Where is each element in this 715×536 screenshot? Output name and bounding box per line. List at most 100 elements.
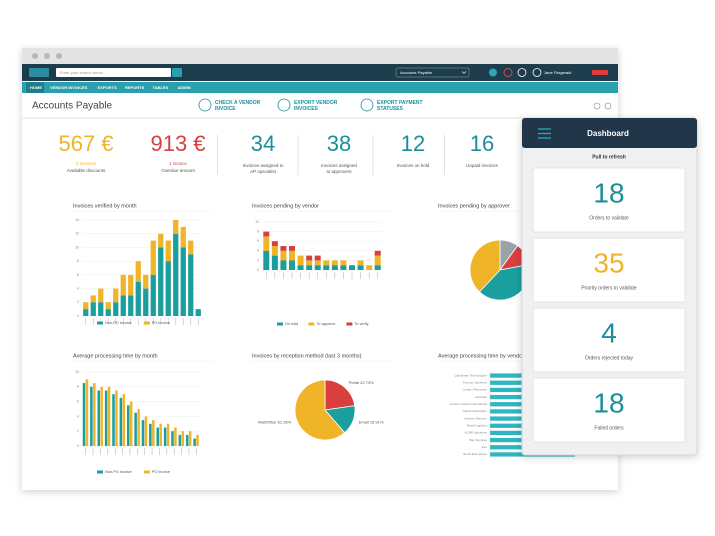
bar-segment: [314, 255, 321, 261]
kpi-label: Invoices on hold: [397, 163, 430, 168]
page-title: Accounts Payable: [32, 101, 112, 112]
y-tick-label: 4: [257, 249, 259, 253]
bar: [107, 386, 111, 446]
chevron: [461, 71, 467, 74]
mobile-card[interactable]: [532, 377, 686, 443]
legend-label: To verify: [354, 322, 368, 326]
bar-segment: [113, 288, 119, 303]
pie-slice: [294, 379, 346, 441]
bar: [178, 434, 182, 446]
action-label[interactable]: CHECK A VENDOR: [215, 100, 261, 106]
bar-segment: [83, 302, 89, 310]
bar-segment: [349, 265, 355, 270]
action-label[interactable]: STATUSES: [377, 106, 404, 112]
y-tick-label: 6: [77, 400, 79, 404]
bar: [141, 420, 145, 446]
bar-segment: [331, 265, 338, 270]
y-tick-label: Lumber Payments: [463, 388, 488, 392]
kpi-sub: 3 invoices: [76, 161, 97, 166]
action-icon[interactable]: [198, 98, 212, 112]
bar-segment: [271, 241, 278, 246]
kpi-label: Unpaid invoices: [466, 163, 499, 168]
chart-title: Invoices verified by month: [73, 203, 137, 209]
settings-icon[interactable]: [604, 102, 612, 110]
bar-segment: [150, 274, 156, 316]
kpi-value: 12: [401, 131, 425, 156]
y-tick-label: 0: [257, 268, 259, 272]
menu-item[interactable]: VENDOR INVOICES: [50, 85, 88, 90]
settings-icon[interactable]: [517, 68, 527, 77]
card-value: 4: [601, 317, 617, 348]
action-icon[interactable]: [277, 98, 291, 112]
y-tick-label: Bay Supplies: [469, 438, 487, 442]
alert-icon[interactable]: [503, 68, 513, 77]
help-icon[interactable]: [489, 68, 497, 77]
y-tick-label: 14: [75, 218, 79, 222]
bar-segment: [263, 231, 270, 237]
mobile-card[interactable]: [532, 167, 686, 233]
menu-item[interactable]: HOME: [30, 85, 42, 90]
y-tick-label: Quickbase Technologies: [455, 373, 488, 377]
bar-segment: [271, 255, 278, 270]
legend-label: PO invoice: [152, 321, 170, 325]
bar-segment: [306, 265, 313, 270]
slice-label: Email 15.91%: [359, 420, 384, 425]
bar: [166, 423, 170, 446]
legend-swatch: [97, 470, 103, 474]
y-tick-label: 2: [257, 258, 259, 262]
kpi-value: 38: [327, 131, 351, 156]
card-value: 35: [593, 247, 624, 278]
chart-title: Invoices pending by approver: [438, 203, 510, 209]
chart-title: Invoices by reception method (last 3 mon…: [252, 353, 362, 359]
module-select[interactable]: [395, 67, 470, 78]
y-tick-label: 0: [77, 314, 79, 318]
user-icon[interactable]: [532, 68, 542, 77]
bar-segment: [306, 260, 313, 266]
menu-item[interactable]: REPORTS: [125, 85, 145, 90]
legend-label: To approve: [316, 322, 335, 326]
bar: [90, 386, 93, 446]
bar: [156, 427, 159, 446]
search-button[interactable]: [172, 68, 182, 77]
action-label[interactable]: INVOICE: [215, 106, 236, 112]
bar-segment: [165, 240, 171, 262]
y-tick-label: Horizon Partners: [464, 416, 487, 420]
menu-item[interactable]: ADMIN: [178, 85, 191, 90]
bar-segment: [158, 233, 164, 248]
bar: [149, 423, 152, 446]
action-label[interactable]: EXPORT VENDOR: [294, 100, 338, 106]
bar: [193, 438, 196, 446]
chart-title: Invoices pending by vendor: [252, 203, 319, 209]
bar: [100, 386, 103, 446]
bar-segment: [128, 295, 134, 316]
y-tick-label: Email Enterprises: [463, 452, 487, 456]
y-tick-label: Custom Labels International: [450, 402, 488, 406]
menu-item[interactable]: EXPORTS: [98, 85, 117, 90]
y-tick-label: 6: [257, 239, 259, 243]
refresh-icon[interactable]: [593, 102, 601, 110]
bar-segment: [323, 265, 330, 270]
kpi-value: 913 €: [150, 131, 205, 156]
bar-segment: [188, 254, 194, 316]
menu-item[interactable]: TABLES: [153, 85, 169, 90]
legend-label: Non-PO invoice: [105, 321, 132, 325]
legend-label: Non-PO invoice: [105, 470, 132, 474]
bar: [97, 390, 100, 446]
action-icon[interactable]: [360, 98, 374, 112]
bar: [181, 431, 185, 446]
y-tick-label: 8: [77, 385, 79, 389]
bar-segment: [90, 302, 96, 316]
card-label: Failed orders: [594, 425, 624, 431]
y-tick-label: 12: [75, 232, 79, 236]
mobile-card[interactable]: [532, 237, 686, 303]
y-tick-label: Global Fabrication: [463, 409, 488, 413]
bar-segment: [135, 261, 141, 282]
mobile-card[interactable]: [532, 307, 686, 373]
bar-segment: [280, 246, 287, 251]
bar-segment: [271, 246, 278, 256]
action-label[interactable]: INVOICES: [294, 106, 319, 112]
search-input[interactable]: [56, 68, 171, 77]
card-label: Priority orders to validate: [581, 285, 637, 291]
action-label[interactable]: EXPORT PAYMENT: [377, 100, 423, 106]
